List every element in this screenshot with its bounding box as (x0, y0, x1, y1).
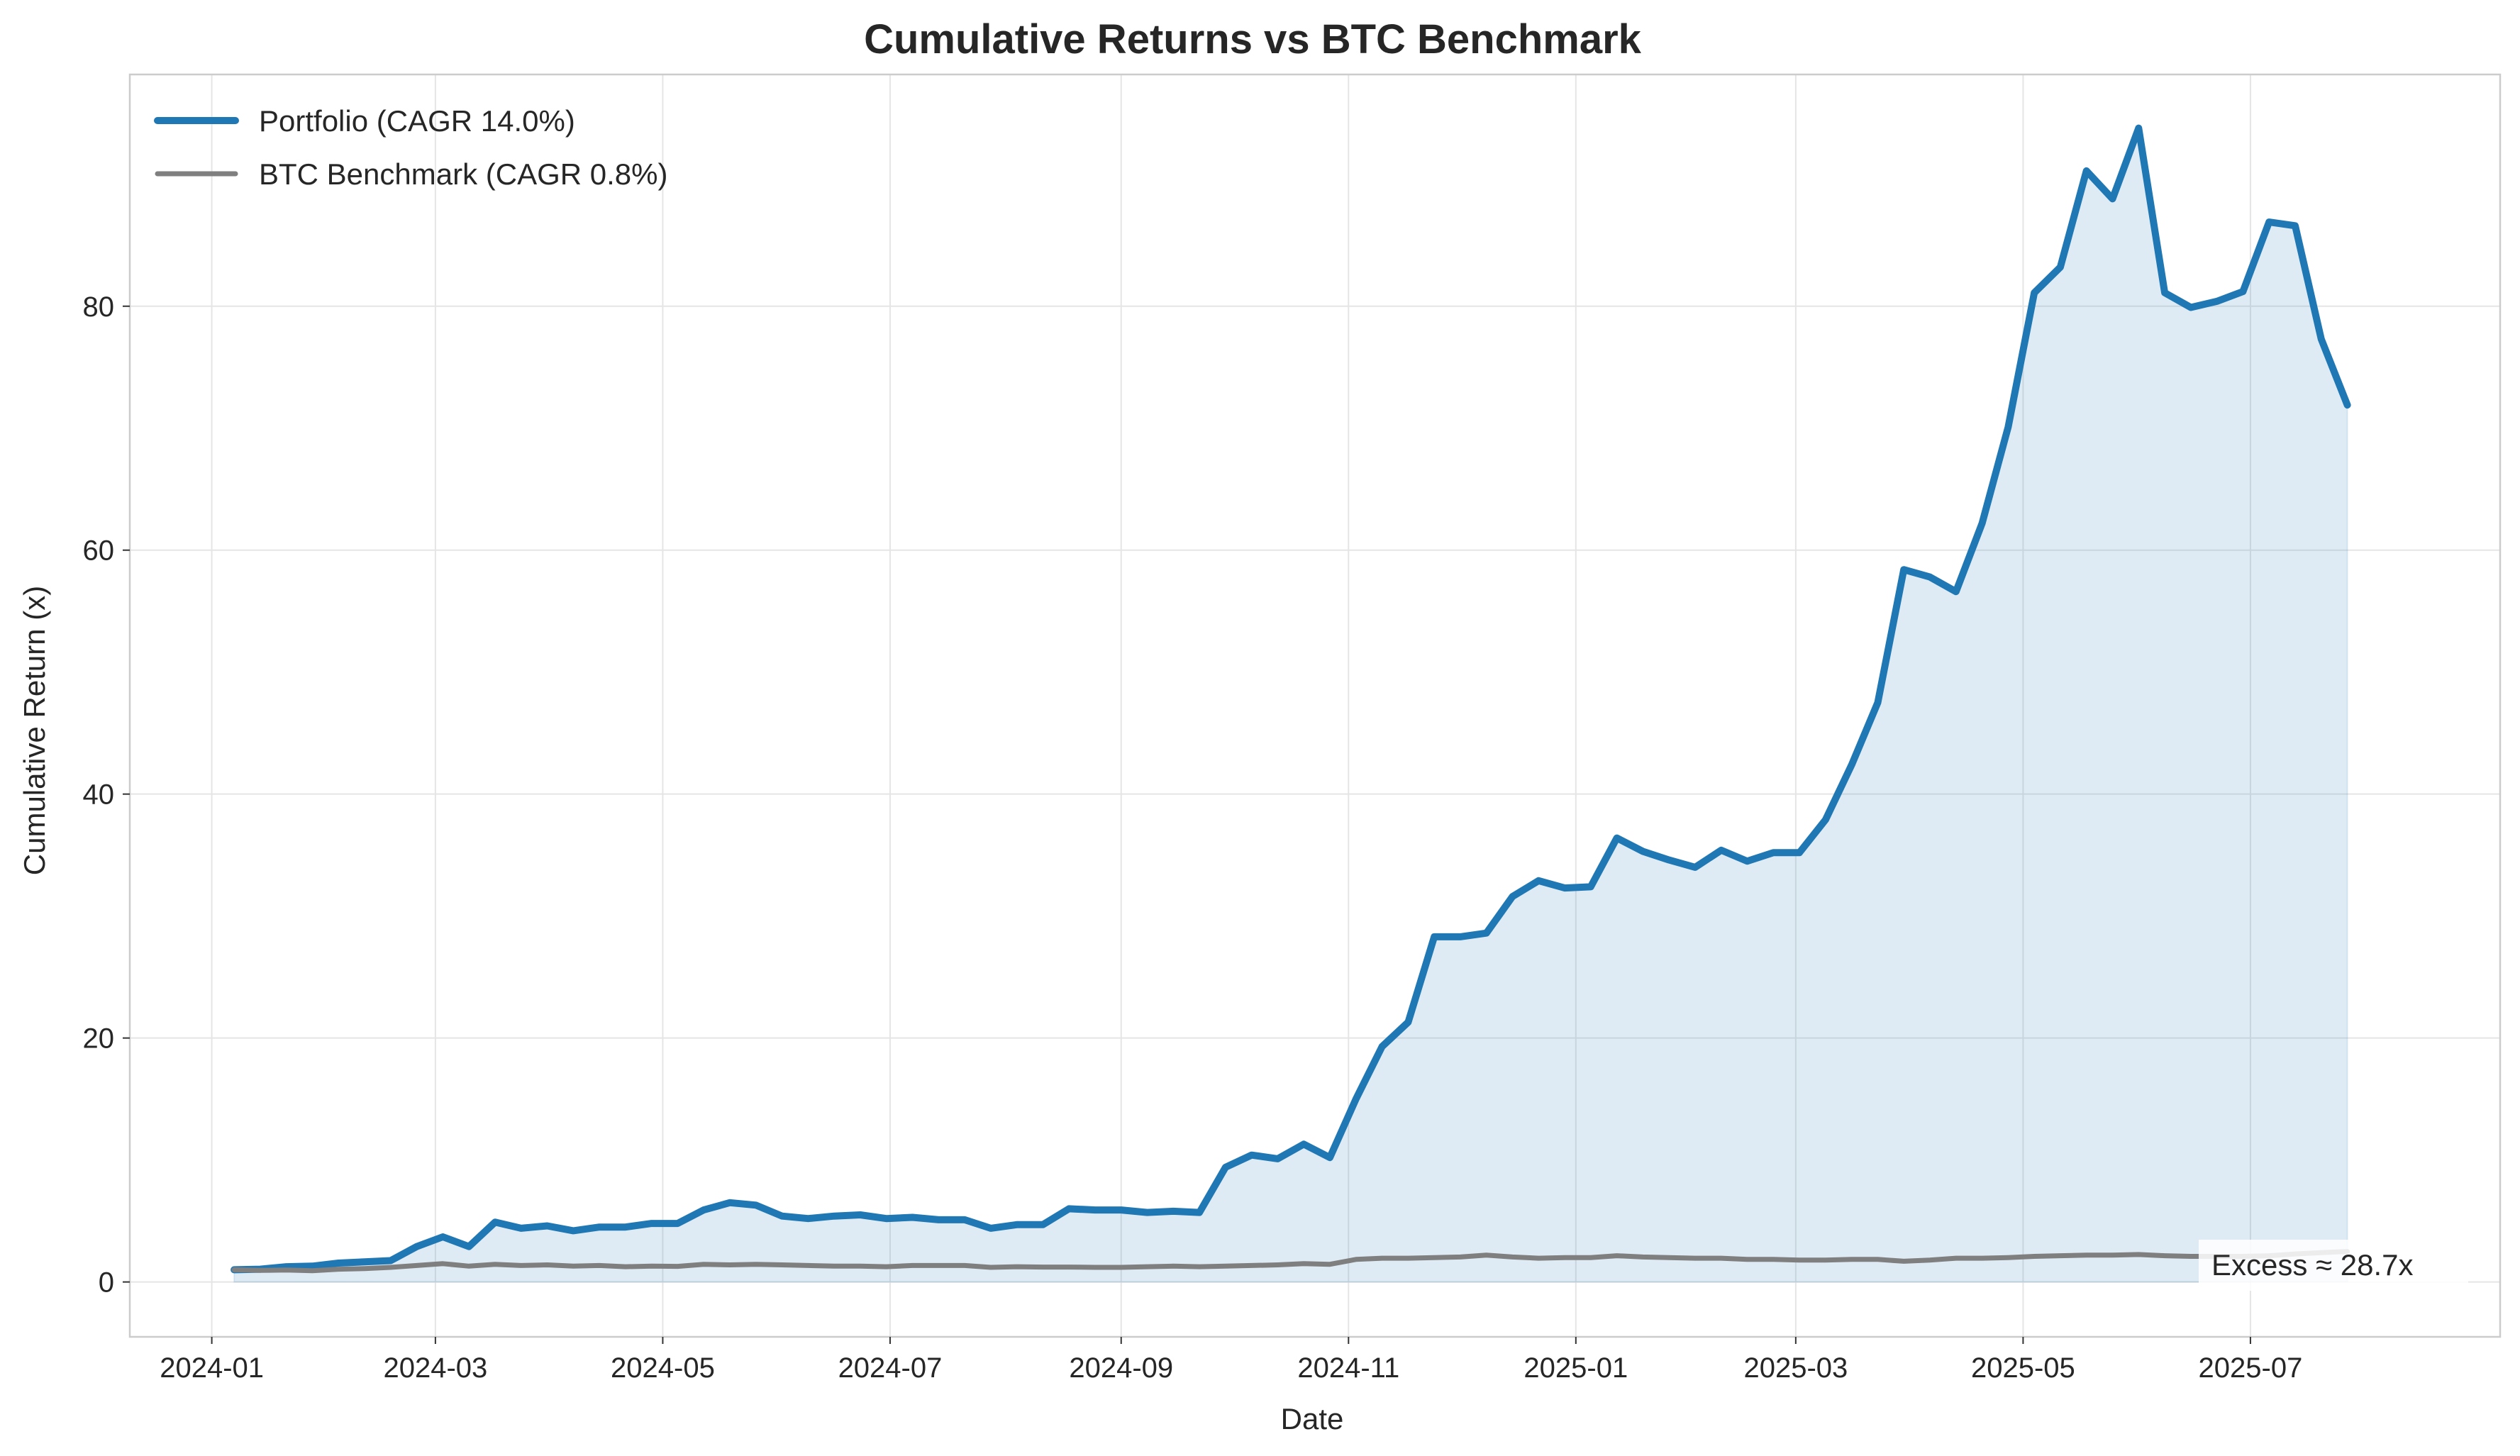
annotation-text: Excess ≈ 28.7x (2211, 1248, 2414, 1282)
y-tick-label-0: 0 (99, 1267, 114, 1299)
x-tick-label-2024-09: 2024-09 (1069, 1352, 1173, 1384)
y-tick-label-60: 60 (83, 535, 115, 567)
x-tick-label-2024-11: 2024-11 (1297, 1352, 1399, 1384)
x-tick-label-2024-03: 2024-03 (383, 1352, 487, 1384)
y-tick-label-40: 40 (83, 779, 115, 811)
legend: Portfolio (CAGR 14.0%) BTC Benchmark (CA… (154, 104, 667, 191)
x-tick-label-2025-07: 2025-07 (2199, 1352, 2303, 1384)
x-tick-label-2025-03: 2025-03 (1743, 1352, 1848, 1384)
series-line-1 (231, 1249, 2350, 1274)
x-tick-label-2024-07: 2024-07 (838, 1352, 943, 1384)
grid (130, 74, 2500, 1337)
x-tick-label-2025-05: 2025-05 (1971, 1352, 2075, 1384)
y-axis-ticks: 0 20 40 60 80 (83, 291, 130, 1299)
y-tick-label-80: 80 (83, 291, 115, 323)
legend-label-btc-benchmark: BTC Benchmark (CAGR 0.8%) (259, 157, 667, 191)
x-tick-label-2024-05: 2024-05 (611, 1352, 715, 1384)
x-axis-ticks: 2024-01 2024-03 2024-05 2024-07 2024-09 2024-… (160, 1337, 2302, 1384)
x-tick-label-2025-01: 2025-01 (1523, 1352, 1628, 1384)
y-axis-label: Cumulative Return (x) (18, 586, 51, 875)
legend-label-portfolio: Portfolio (CAGR 14.0%) (259, 104, 575, 138)
plot-frame (128, 73, 2502, 1338)
y-tick-label-20: 20 (83, 1023, 115, 1055)
annotation-box (2199, 1240, 2468, 1291)
x-tick-label-2024-01: 2024-01 (160, 1352, 264, 1384)
chart-title: Cumulative Returns vs BTC Benchmark (864, 16, 1642, 62)
x-axis-label: Date (1281, 1402, 1344, 1435)
series-layer (231, 124, 2351, 1274)
series-line-0 (231, 124, 2351, 1274)
excess-annotation: Excess ≈ 28.7x (2199, 1240, 2468, 1291)
